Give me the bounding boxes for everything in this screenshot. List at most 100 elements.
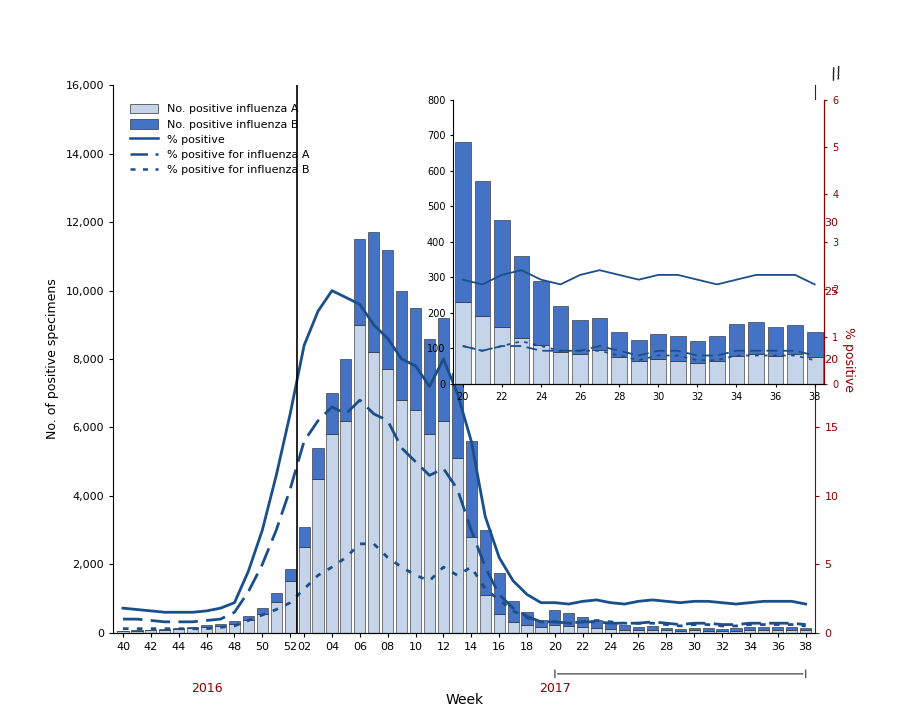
Bar	[382, 369, 393, 633]
Bar	[354, 240, 365, 325]
Bar	[717, 631, 728, 633]
Text: //: //	[830, 65, 843, 82]
Bar	[612, 357, 627, 384]
Bar	[647, 626, 658, 629]
Bar	[535, 621, 546, 627]
Bar	[689, 341, 705, 363]
Bar	[619, 625, 630, 630]
Bar	[201, 627, 212, 633]
Bar	[215, 626, 226, 633]
Bar	[748, 321, 764, 353]
Bar	[577, 617, 588, 627]
Bar	[605, 623, 616, 629]
Bar	[800, 628, 811, 630]
Bar	[368, 352, 380, 633]
Bar	[807, 332, 823, 357]
Bar	[631, 340, 647, 360]
Bar	[745, 627, 756, 630]
Bar	[145, 631, 157, 633]
Bar	[494, 220, 510, 327]
Bar	[573, 320, 588, 353]
Bar	[787, 325, 803, 353]
Bar	[689, 363, 705, 384]
Bar	[475, 181, 490, 316]
Bar	[284, 570, 295, 582]
Bar	[670, 336, 686, 360]
Bar	[313, 448, 323, 479]
Bar	[619, 630, 630, 633]
Bar	[479, 530, 491, 595]
Bar	[564, 614, 574, 626]
Bar	[533, 281, 549, 345]
Bar	[256, 609, 268, 614]
Bar	[633, 626, 644, 630]
Bar	[173, 628, 184, 629]
Bar	[709, 336, 725, 360]
Bar	[326, 434, 338, 633]
Bar	[702, 629, 714, 631]
Bar	[452, 373, 463, 459]
Bar	[326, 393, 338, 434]
Bar	[256, 614, 268, 633]
Bar	[455, 142, 470, 302]
Bar	[675, 631, 686, 633]
X-axis label: Week: Week	[445, 693, 484, 707]
Bar	[670, 360, 686, 384]
Bar	[494, 614, 505, 633]
Bar	[592, 319, 607, 351]
Bar	[772, 630, 784, 633]
Bar	[424, 338, 435, 434]
Bar	[745, 630, 756, 633]
Bar	[159, 630, 170, 633]
Bar	[709, 360, 725, 384]
Bar	[730, 629, 742, 631]
Bar	[410, 308, 421, 410]
Bar	[452, 459, 463, 633]
Bar	[410, 410, 421, 633]
Bar	[271, 602, 282, 633]
Bar	[651, 334, 666, 359]
Bar	[553, 352, 568, 384]
Bar	[748, 353, 764, 384]
Bar	[382, 250, 393, 369]
Bar	[284, 582, 295, 633]
Bar	[689, 628, 699, 631]
Bar	[438, 318, 449, 421]
Bar	[535, 627, 546, 633]
Bar	[466, 537, 477, 633]
Bar	[514, 338, 529, 384]
Bar	[612, 332, 627, 357]
Bar	[299, 547, 310, 633]
Bar	[553, 306, 568, 352]
Bar	[341, 421, 352, 633]
Bar	[313, 479, 323, 633]
Bar	[807, 357, 823, 384]
Bar	[800, 630, 811, 633]
Bar	[522, 625, 533, 633]
Bar	[522, 612, 533, 625]
Bar	[479, 595, 491, 633]
Bar	[702, 631, 714, 633]
Bar	[675, 629, 686, 631]
Bar	[651, 359, 666, 384]
Bar	[424, 434, 435, 633]
Bar	[368, 232, 380, 352]
Bar	[475, 316, 490, 384]
Bar	[514, 256, 529, 338]
Bar	[767, 327, 784, 356]
Bar	[577, 627, 588, 633]
Bar	[494, 327, 510, 384]
Bar	[728, 356, 745, 384]
Bar	[689, 631, 699, 633]
Bar	[633, 630, 644, 633]
Bar	[243, 616, 254, 620]
Bar	[728, 324, 745, 356]
Bar	[772, 627, 784, 630]
Bar	[159, 629, 170, 630]
Text: 2016: 2016	[191, 682, 222, 695]
Bar	[758, 627, 769, 630]
Bar	[591, 621, 602, 629]
Bar	[631, 360, 647, 384]
Bar	[507, 622, 518, 633]
Bar	[549, 625, 561, 633]
